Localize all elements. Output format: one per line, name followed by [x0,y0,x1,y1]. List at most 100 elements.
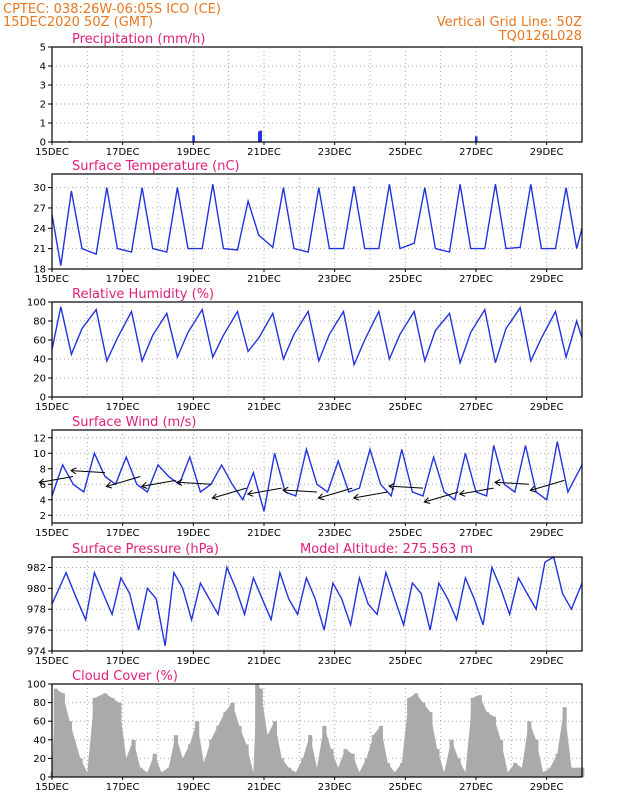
x-tick-label: 17DEC [106,782,140,793]
wind-vector-head [211,493,219,501]
wind-vector-head [352,493,360,501]
y-tick-label: 6 [40,480,46,491]
header-date: 15DEC2020 50Z (GMT) [3,15,153,30]
precip-bar [192,135,195,142]
x-tick-label: 15DEC [35,402,69,413]
temp-panel: 18 21 24 27 30 15DEC 17DEC 19DEC 21DEC 23DEC 25DEC… [33,159,583,285]
x-tick-label: 21DEC [247,782,281,793]
y-tick-label: 8 [40,464,46,475]
x-tick-label: 21DEC [247,528,281,539]
wind-vector [530,479,565,491]
wind-vector-head [105,481,113,489]
wind-vector-head [246,489,254,497]
y-tick-label: 2 [40,100,46,111]
wind-vector [176,481,212,485]
wind-vector-head [70,467,77,475]
wind-vector [106,476,141,487]
x-tick-label: 29DEC [530,528,564,539]
x-tick-label: 27DEC [459,274,493,285]
y-tick-label: 100 [27,298,46,309]
rh-title: Relative Humidity (%) [72,287,214,302]
pres-title: Surface Pressure (hPa) [72,542,219,557]
y-tick-label: 12 [33,433,46,444]
rh-panel: 0 20 40 60 80 100 15DEC 17DEC 19DEC 21DEC 23DEC 25D… [27,287,583,413]
y-tick-label: 3 [40,81,46,92]
y-tick-label: 10 [33,449,46,460]
x-tick-label: 15DEC [35,528,69,539]
precip-title: Precipitation (mm/h) [72,32,205,47]
header-location: CPTEC: 038:26W-06:05S ICO (CE) [3,2,221,17]
y-tick-label: 30 [33,183,46,194]
y-tick-label: 2 [40,511,46,522]
wind-vector [212,487,247,499]
y-tick-label: 100 [27,680,46,691]
pres-frame [51,556,583,652]
precip-bar [258,131,261,142]
cloud-frame [51,683,583,778]
y-tick-label: 0 [40,138,46,149]
x-tick-label: 17DEC [106,274,140,285]
precip-panel: 0 1 2 3 4 5 15DEC 17DEC 19DEC 21DEC 23DEC 25DEC 27DE… [35,32,583,158]
wind-vector [141,479,176,487]
x-tick-label: 15DEC [35,147,69,158]
x-tick-label: 25DEC [388,274,422,285]
x-tick-label: 17DEC [106,147,140,158]
x-tick-label: 19DEC [176,656,210,667]
wind-vector [247,487,282,495]
y-tick-label: 974 [27,647,46,658]
y-tick-label: 0 [40,393,46,404]
temp-line [51,184,583,266]
model-altitude: Model Altitude: 275.563 m [300,542,473,557]
wind-vector [388,485,424,489]
y-tick-label: 27 [33,203,46,214]
y-tick-label: 5 [40,43,46,54]
header-code: TQ0126L028 [498,29,582,44]
y-tick-label: 982 [27,563,46,574]
temp-frame [51,173,583,270]
y-tick-label: 18 [33,265,46,276]
x-tick-label: 21DEC [247,656,281,667]
rh-line [51,305,583,368]
x-tick-label: 25DEC [388,782,422,793]
x-tick-label: 23DEC [318,656,352,667]
pres-line [51,555,583,646]
wind-panel: 2 4 6 8 10 12 15DEC 17DEC 19DEC 21DEC 23DEC 25DEC 27… [33,415,583,539]
wind-vector [318,487,353,499]
y-tick-label: 976 [27,626,46,637]
wind-line [51,441,583,512]
y-tick-label: 4 [40,495,46,506]
x-tick-label: 29DEC [530,274,564,285]
x-tick-label: 17DEC [106,656,140,667]
x-tick-label: 15DEC [35,782,69,793]
wind-vector [459,487,494,495]
y-tick-label: 60 [33,336,46,347]
wind-vector [39,476,74,483]
wind-vector [70,470,106,474]
y-tick-label: 60 [33,717,46,728]
wind-vector [494,481,530,485]
x-tick-label: 25DEC [388,402,422,413]
x-tick-label: 27DEC [459,528,493,539]
wind-frame [51,429,583,524]
rh-frame [51,301,583,398]
wind-vector-head [458,489,466,497]
wind-vector-head [423,497,431,504]
wind-vector-head [317,493,325,501]
wind-vector-head [176,479,183,487]
header-grid-label: Vertical Grid Line: 50Z [437,15,582,30]
wind-vector-head [282,486,289,494]
x-tick-label: 21DEC [247,402,281,413]
wind-vector-head [388,482,395,490]
x-tick-label: 19DEC [176,782,210,793]
x-tick-label: 29DEC [530,782,564,793]
wind-vector-head [494,479,501,487]
x-tick-label: 19DEC [176,147,210,158]
wind-vector [282,489,318,493]
x-tick-label: 19DEC [176,402,210,413]
x-tick-label: 21DEC [247,274,281,285]
x-tick-label: 23DEC [318,274,352,285]
x-tick-label: 15DEC [35,656,69,667]
x-tick-label: 19DEC [176,274,210,285]
y-tick-label: 40 [33,355,46,366]
